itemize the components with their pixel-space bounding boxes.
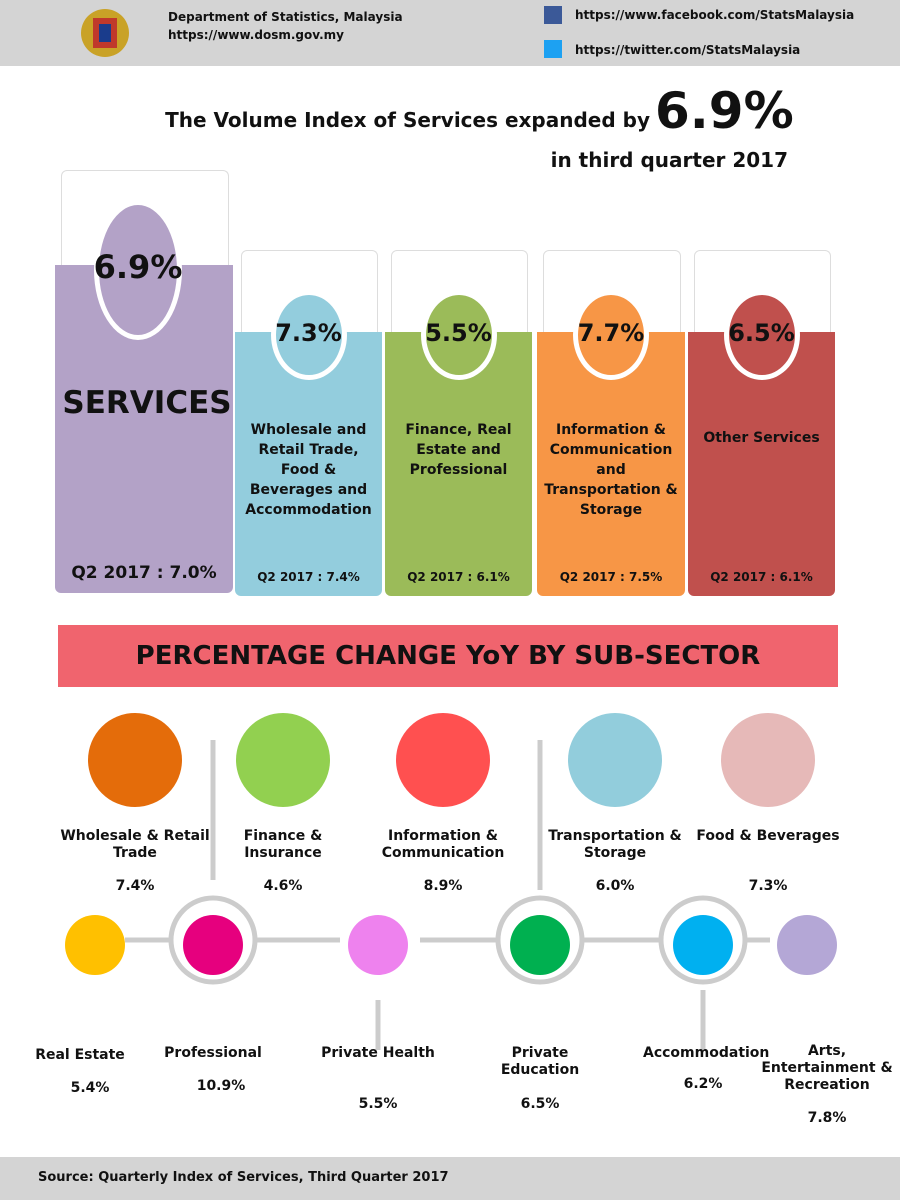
subsector-label: Professional	[164, 1045, 262, 1061]
sector-label: Other Services	[703, 430, 820, 446]
subsector-icon	[88, 713, 182, 807]
subsector-value: 6.0%	[595, 878, 635, 894]
panel-outline	[543, 250, 681, 333]
sector-value: 7.3%	[275, 319, 342, 347]
sector-label: SERVICES	[62, 385, 232, 421]
value-bubble	[270, 290, 347, 380]
subsector-value: 6.2%	[683, 1076, 723, 1092]
subsector-icon	[348, 915, 408, 975]
footer-band	[0, 1157, 900, 1200]
sector-value: 7.7%	[577, 319, 645, 347]
subsector-icon	[65, 915, 125, 975]
previous-quarter: Q2 2017 : 6.1%	[710, 570, 813, 584]
subsector-label: Accommodation	[643, 1045, 770, 1061]
subsector-icon	[396, 713, 490, 807]
connector-lines	[125, 740, 770, 1050]
headline-period: in third quarter 2017	[550, 148, 788, 172]
website: https://www.dosm.gov.my	[168, 28, 344, 42]
subsector-icon	[183, 915, 243, 975]
value-bubble	[94, 200, 182, 340]
subsector-value: 6.5%	[520, 1096, 560, 1112]
subsector-label: Arts, Entertainment & Recreation	[761, 1043, 893, 1093]
sector-label: Finance, Real Estate and Professional	[405, 422, 512, 478]
subsector-value: 10.9%	[196, 1078, 246, 1094]
panel-outline	[694, 250, 831, 333]
facebook-link[interactable]: https://www.facebook.com/StatsMalaysia	[575, 8, 855, 22]
subsector-value: 5.5%	[358, 1096, 398, 1112]
previous-quarter: Q2 2017 : 6.1%	[407, 570, 510, 584]
subsector-value: 7.8%	[807, 1110, 847, 1126]
source: Source: Quarterly Index of Services, Thi…	[38, 1170, 449, 1185]
header-band	[0, 0, 900, 66]
subsector-value: 7.3%	[748, 878, 788, 894]
coat-of-arms	[81, 9, 129, 57]
panel-outline	[391, 250, 528, 333]
subsector-value: 7.4%	[115, 878, 155, 894]
headline-value: 6.9%	[655, 82, 794, 140]
sector-value: 6.5%	[728, 319, 795, 347]
value-bubble	[573, 290, 649, 380]
subsector-value: 4.6%	[263, 878, 303, 894]
organization: Department of Statistics, Malaysia	[168, 10, 403, 24]
previous-quarter: Q2 2017 : 7.0%	[71, 563, 217, 583]
sector-label: Wholesale and Retail Trade, Food & Bever…	[245, 422, 372, 518]
subsector-label: Wholesale & Retail Trade	[60, 828, 210, 861]
previous-quarter: Q2 2017 : 7.5%	[559, 570, 663, 584]
subsector-icon	[568, 713, 662, 807]
banner: PERCENTAGE CHANGE YoY BY SUB-SECTOR	[58, 625, 838, 687]
subsector-value: 8.9%	[423, 878, 463, 894]
subsector-icon	[721, 713, 815, 807]
subsector-label: Private Health	[321, 1045, 435, 1061]
headline-text: The Volume Index of Services expanded by	[165, 108, 650, 132]
panel-outline	[241, 250, 378, 333]
subsector-label: Real Estate	[35, 1047, 125, 1063]
subsector-label: Private Education	[500, 1045, 580, 1078]
subsector-icon	[777, 915, 837, 975]
subsector-label: Information & Communication	[381, 828, 505, 861]
sector-label: Information & Communication and Transpor…	[544, 422, 678, 518]
sector-value: 5.5%	[425, 319, 492, 347]
previous-quarter: Q2 2017 : 7.4%	[257, 570, 360, 584]
subsector-icon	[510, 915, 570, 975]
subsector-icon	[236, 713, 330, 807]
twitter-link[interactable]: https://twitter.com/StatsMalaysia	[575, 43, 801, 57]
subsector-label: Finance & Insurance	[243, 828, 323, 861]
subsector-value: 5.4%	[70, 1080, 110, 1096]
sector-value: 6.9%	[93, 248, 183, 286]
value-bubble	[420, 290, 497, 380]
subsector-icon	[673, 915, 733, 975]
subsector-label: Transportation & Storage	[548, 828, 682, 861]
value-bubble	[723, 290, 800, 380]
panel-outline	[61, 170, 229, 266]
subsector-label: Food & Beverages	[696, 828, 840, 844]
twitter-icon	[544, 40, 562, 58]
facebook-icon	[544, 6, 562, 24]
